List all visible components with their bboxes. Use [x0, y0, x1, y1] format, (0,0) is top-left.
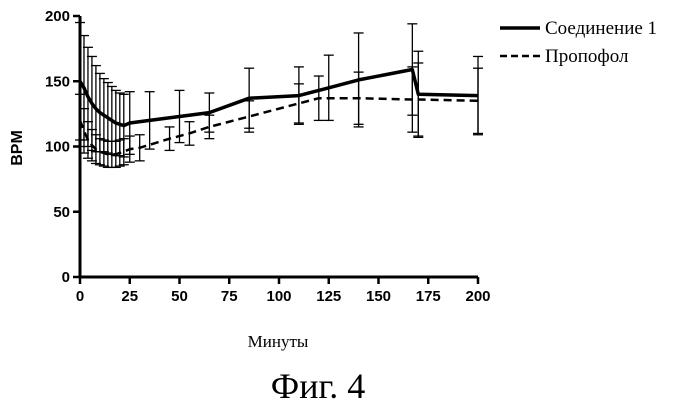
x-tick-label: 25 — [121, 288, 138, 305]
y-tick-label: 150 — [45, 73, 70, 90]
y-axis-ticks: 0 50 100 150 200 — [45, 8, 80, 286]
y-tick-label: 100 — [45, 139, 70, 156]
x-tick-label: 100 — [266, 288, 291, 305]
x-tick-label: 50 — [171, 288, 188, 305]
x-tick-label: 75 — [221, 288, 238, 305]
legend-label-series-1: Соединение 1 — [545, 18, 657, 39]
x-tick-label: 200 — [465, 288, 490, 305]
y-tick-label: 200 — [45, 8, 70, 25]
x-tick-label: 175 — [416, 288, 441, 305]
y-axis-label: BPM — [9, 130, 26, 166]
legend: Соединение 1 Пропофол — [500, 18, 657, 67]
y-tick-label: 0 — [62, 269, 70, 286]
x-axis-label: Минуты — [248, 332, 309, 351]
legend-label-series-2: Пропофол — [545, 46, 629, 67]
y-tick-label: 50 — [53, 204, 70, 221]
x-tick-label: 125 — [316, 288, 341, 305]
figure-caption: Фиг. 4 — [271, 366, 365, 406]
x-tick-label: 0 — [76, 288, 84, 305]
x-tick-label: 150 — [366, 288, 391, 305]
x-axis-ticks: 0 25 50 75 100 125 150 175 200 — [76, 277, 491, 305]
